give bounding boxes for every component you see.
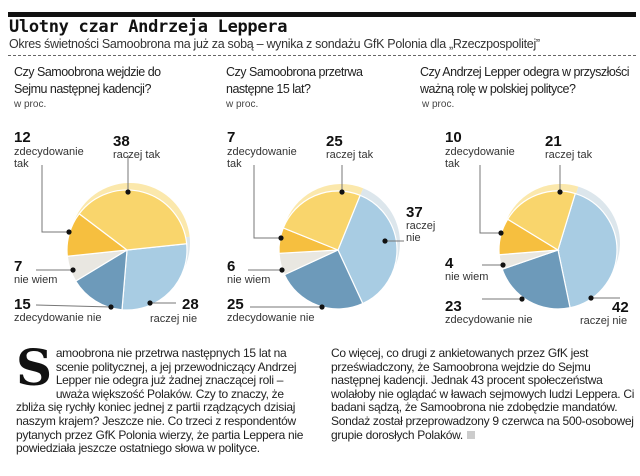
unit-label: w proc. xyxy=(14,99,47,110)
value-label: 37 xyxy=(406,204,423,221)
category-label: raczej tak xyxy=(326,149,374,161)
top-rule xyxy=(8,12,636,17)
leader-line xyxy=(41,165,69,233)
pie-slice-raczej-nie xyxy=(121,243,188,311)
question-3: Czy Andrzej Lepper odegra w przyszłości … xyxy=(420,65,630,96)
value-label: 12 xyxy=(14,129,31,146)
value-label: 15 xyxy=(14,296,31,313)
leader-dot xyxy=(279,267,285,273)
category-label: raczej nie xyxy=(580,315,628,327)
category-label: zdecydowanie nie xyxy=(14,312,102,324)
value-label: 38 xyxy=(113,133,130,150)
end-mark-icon xyxy=(466,430,475,439)
leader-dot xyxy=(498,230,504,236)
article-text: Sondaż został przeprowadzony 9 czerwca n… xyxy=(331,413,634,442)
category-label: zdecydowanie nie xyxy=(445,314,533,326)
pie-slice-raczej-tak xyxy=(282,190,361,251)
leader-dot xyxy=(557,189,563,195)
pie-slice-raczej-tak xyxy=(506,190,576,251)
unit-label: w proc. xyxy=(422,99,455,110)
pie-slice-zdecydowanie-nie xyxy=(283,249,364,310)
value-label: 6 xyxy=(227,258,236,275)
article-text: Co więcej, co drugi z ankietowanych prze… xyxy=(331,346,635,415)
pie-chart-1 xyxy=(66,183,190,311)
category-label: raczej nie xyxy=(406,220,436,244)
subheadline: Okres świetności Samoobrona ma już za so… xyxy=(9,37,540,51)
category-label: zdecydowanie nie xyxy=(227,312,315,324)
dashed-divider xyxy=(8,55,636,56)
value-label: 25 xyxy=(326,133,343,150)
value-label: 42 xyxy=(612,299,629,316)
value-label: 28 xyxy=(182,296,199,313)
question-1: Czy Samoobrona wejdzie do Sejmu następne… xyxy=(14,65,161,96)
category-label: zdecydowanie tak xyxy=(14,146,84,170)
category-label: nie wiem xyxy=(445,271,489,283)
value-label: 7 xyxy=(227,129,236,146)
leader-dot xyxy=(66,229,72,235)
leader-dot xyxy=(319,304,325,310)
leader-line xyxy=(35,304,112,308)
category-label: zdecydowanie tak xyxy=(227,146,297,170)
pie-slice-raczej-nie xyxy=(337,194,398,305)
value-label: 25 xyxy=(227,296,244,313)
category-label: raczej nie xyxy=(150,313,198,325)
question-2: Czy Samoobrona przetrwa następne 15 lat? xyxy=(226,65,363,96)
article-text: amoobrona nie przetrwa następnych 15 lat… xyxy=(16,346,304,456)
leader-dot xyxy=(500,262,506,268)
pie-chart-3 xyxy=(498,183,620,310)
value-label: 23 xyxy=(445,298,462,315)
category-label: zdecydowanie tak xyxy=(445,146,515,170)
headline: Ulotny czar Andrzeja Leppera xyxy=(9,17,288,37)
value-label: 10 xyxy=(445,129,462,146)
pie-slice-raczej-nie xyxy=(557,192,618,309)
pie-slice-zdecydowanie-nie xyxy=(74,248,128,311)
leader-dot xyxy=(108,304,114,310)
category-label: raczej tak xyxy=(113,149,161,161)
article-column-2: Co więcej, co drugi z ankietowanych prze… xyxy=(331,346,636,442)
leader-dot xyxy=(382,238,388,244)
leader-line xyxy=(253,165,281,239)
leader-line xyxy=(479,165,501,234)
category-label: raczej tak xyxy=(545,149,593,161)
leader-dot xyxy=(339,189,345,195)
leader-dot xyxy=(519,296,525,302)
leader-dot xyxy=(70,267,76,273)
value-label: 4 xyxy=(445,255,454,272)
leader-dot xyxy=(147,300,153,306)
leader-dot xyxy=(125,189,131,195)
pie-chart-2 xyxy=(278,184,400,310)
category-label: nie wiem xyxy=(227,274,271,286)
value-label: 21 xyxy=(545,133,562,150)
drop-cap: S xyxy=(16,338,52,397)
pie-slice-zdecydowanie-nie xyxy=(501,249,571,310)
category-label: nie wiem xyxy=(14,274,58,286)
pie-slice-raczej-tak xyxy=(78,189,188,251)
leader-dot xyxy=(278,235,284,241)
leader-dot xyxy=(588,295,594,301)
unit-label: w proc. xyxy=(226,99,259,110)
value-label: 7 xyxy=(14,258,23,275)
